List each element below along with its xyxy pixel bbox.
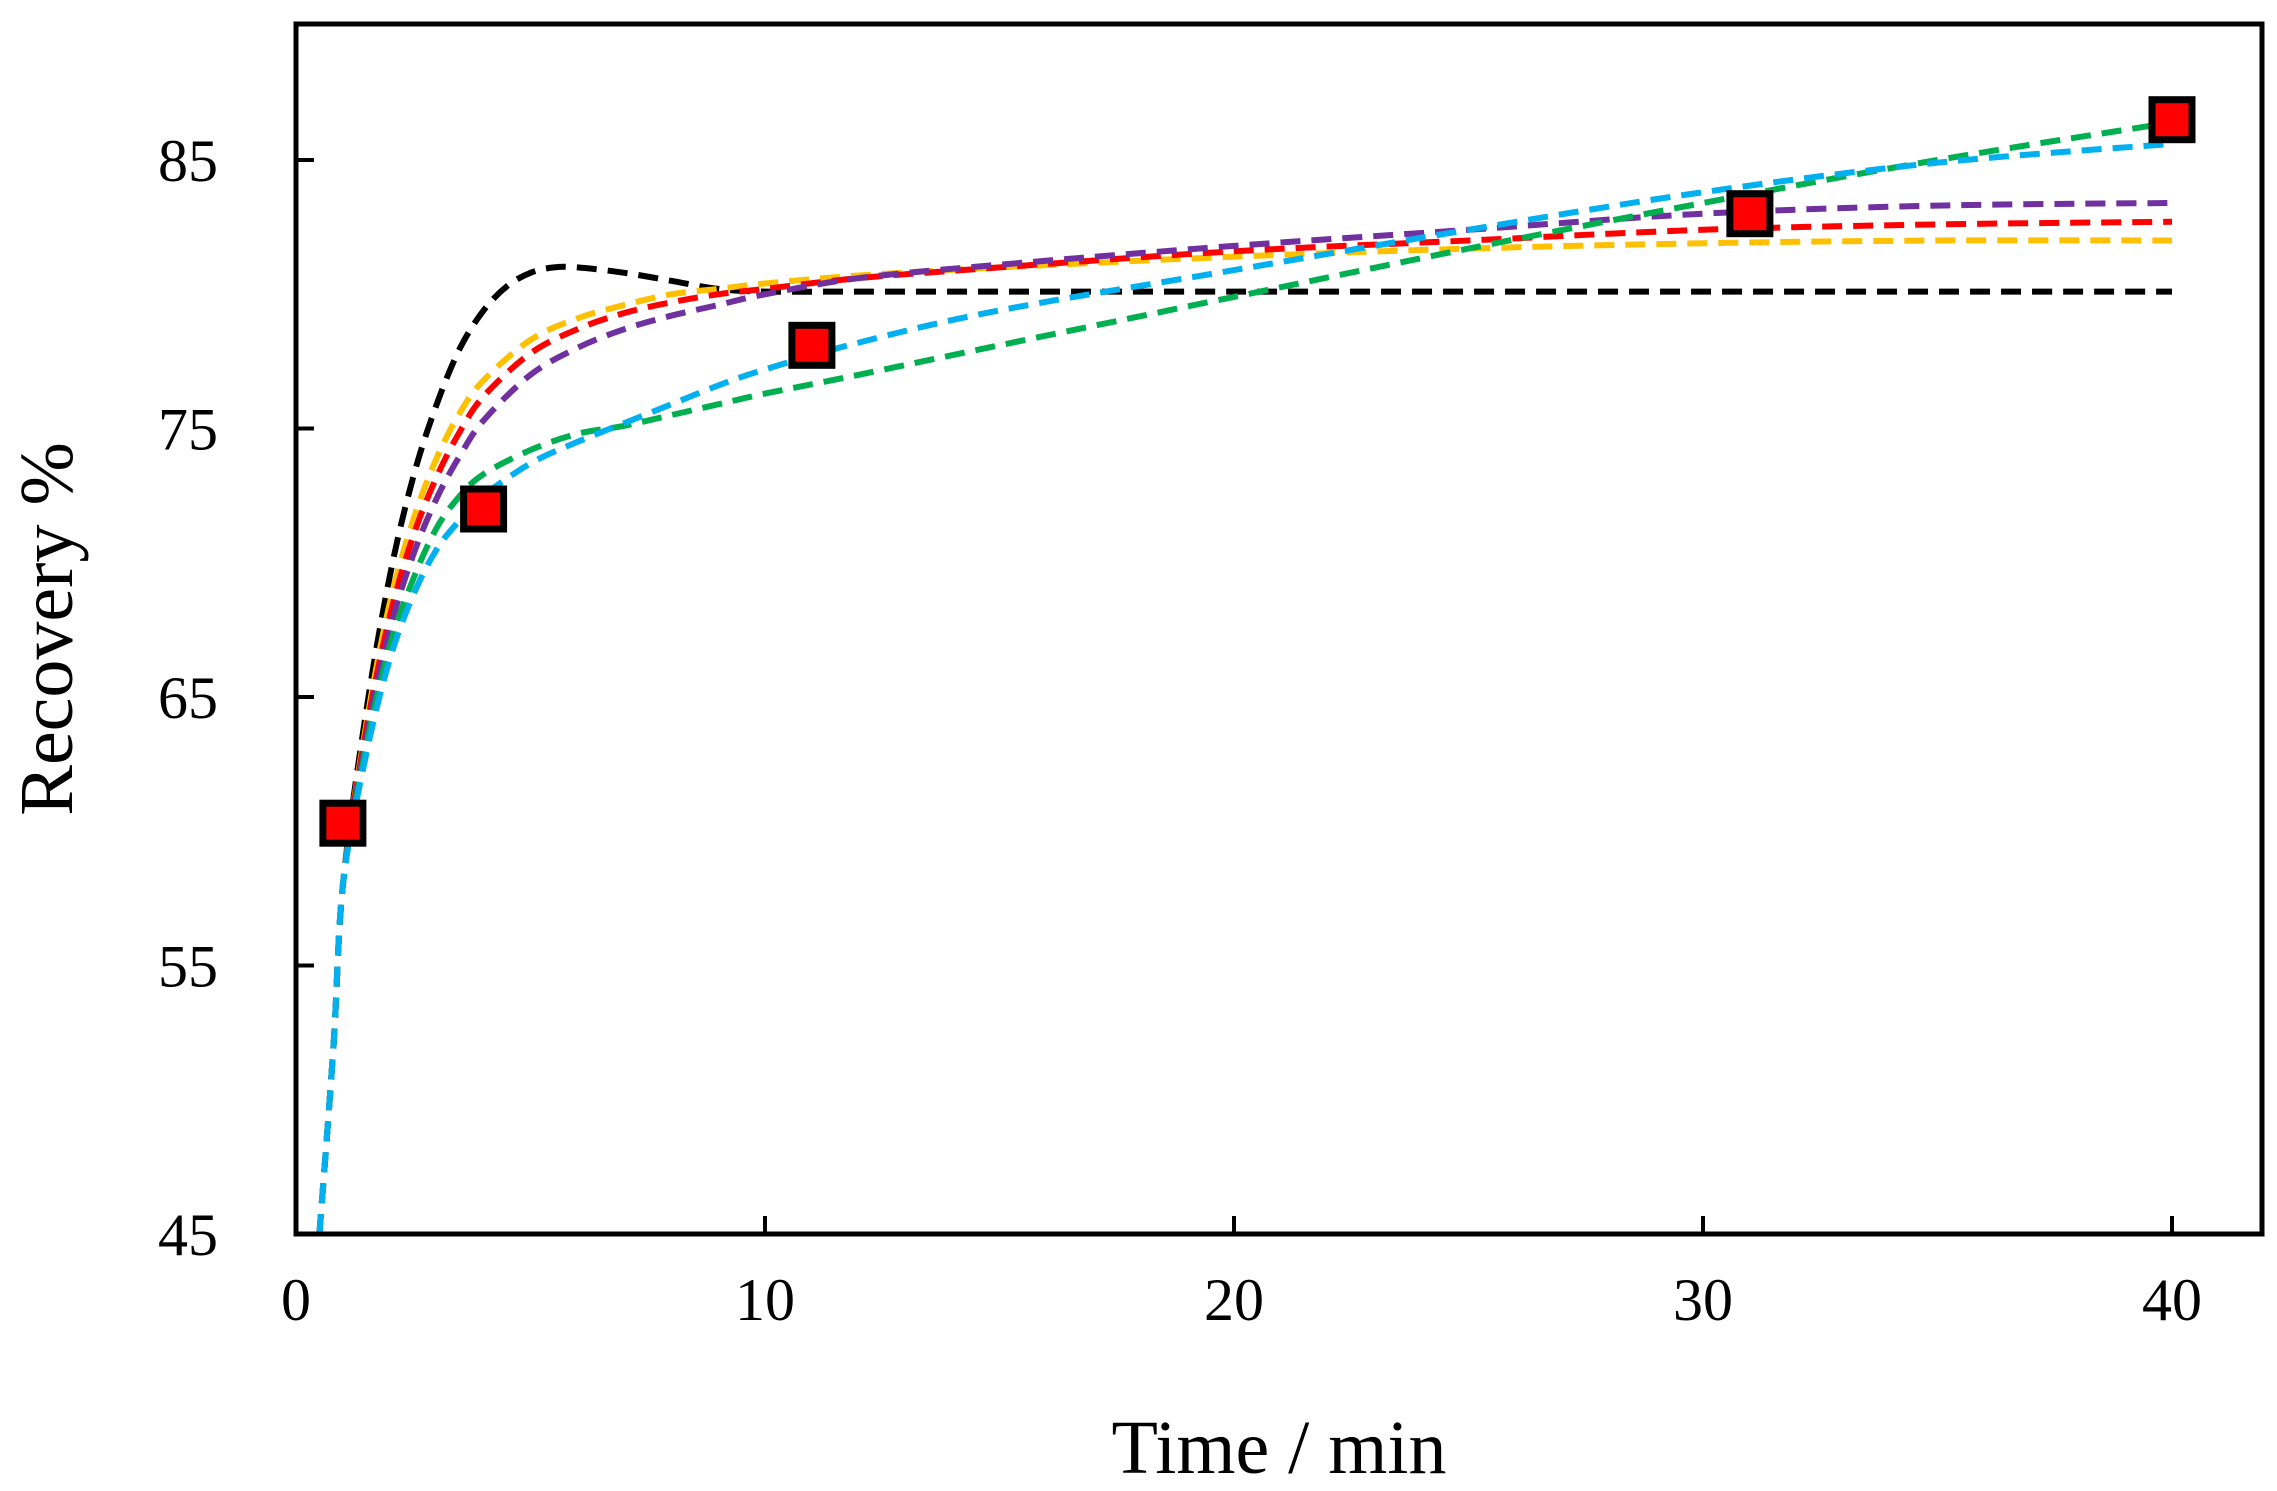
y-tick-label: 65 bbox=[158, 665, 218, 731]
series-line-black bbox=[316, 263, 2172, 1235]
x-tick-label: 30 bbox=[1673, 1267, 1733, 1333]
y-tick-label: 55 bbox=[158, 934, 218, 1000]
data-point-marker bbox=[319, 799, 367, 847]
x-tick-label: 20 bbox=[1204, 1267, 1264, 1333]
x-tick-label: 0 bbox=[281, 1267, 311, 1333]
series-line-orange bbox=[316, 237, 2173, 1235]
data-point-marker bbox=[1726, 190, 1774, 238]
x-tick-label: 10 bbox=[735, 1267, 795, 1333]
data-point-marker bbox=[788, 321, 836, 369]
series-lines bbox=[316, 119, 2173, 1235]
data-point-marker bbox=[460, 485, 508, 533]
y-tick-labels: 45 55 65 75 85 bbox=[158, 128, 218, 1268]
plot-frame bbox=[293, 21, 2265, 1237]
series-line-purple bbox=[316, 200, 2173, 1235]
x-tick-label: 40 bbox=[2142, 1267, 2202, 1333]
experimental-markers bbox=[319, 96, 2196, 847]
y-axis-title: Recovery % bbox=[5, 442, 89, 816]
data-point-marker bbox=[2148, 96, 2196, 144]
series-line-red bbox=[316, 218, 2173, 1235]
y-tick-label: 75 bbox=[158, 397, 218, 463]
y-tick-label: 85 bbox=[158, 128, 218, 194]
x-tick-labels: 0 10 20 30 40 bbox=[281, 1267, 2202, 1333]
y-tick-label: 45 bbox=[158, 1202, 218, 1268]
x-axis-title: Time / min bbox=[1111, 1406, 1446, 1490]
series-line-blue bbox=[316, 140, 2173, 1235]
